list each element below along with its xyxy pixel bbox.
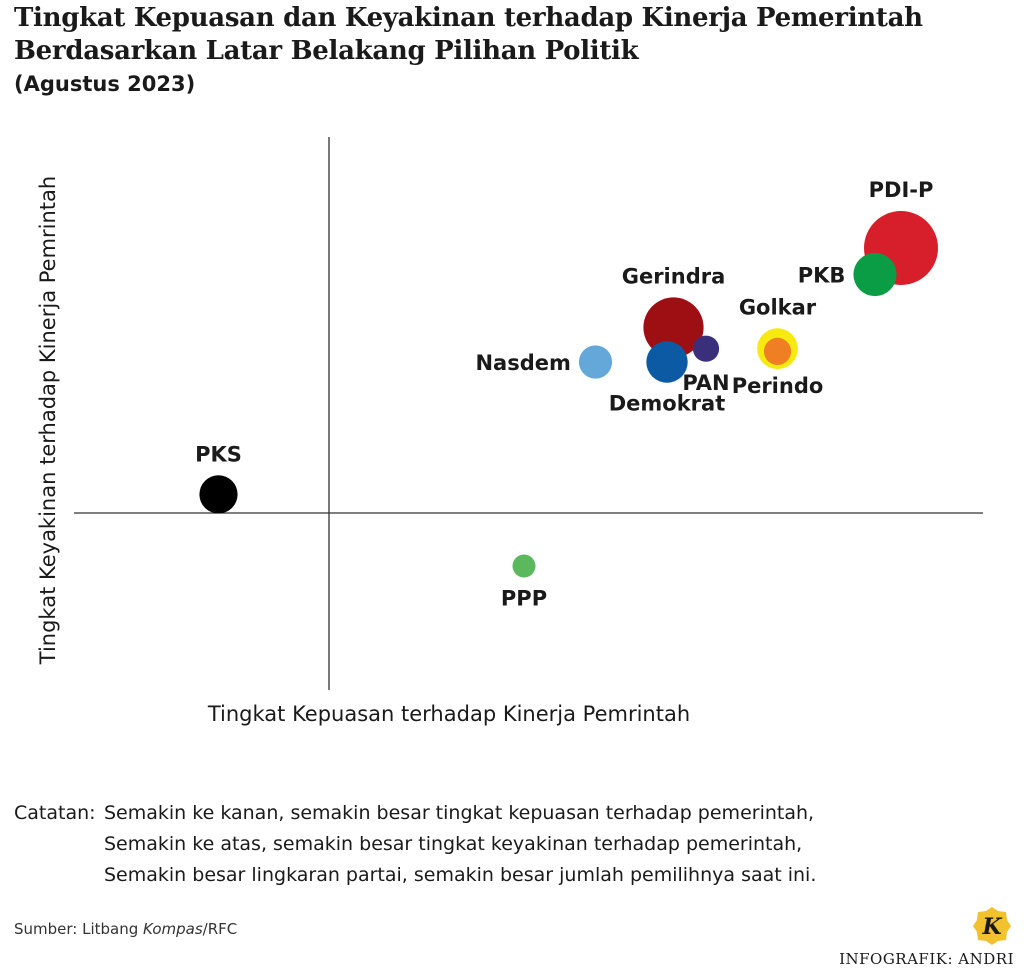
bubble-gerindra	[643, 297, 704, 358]
label-pan: PAN	[682, 371, 729, 395]
notes-row-1: Catatan: Semakin ke kanan, semakin besar…	[14, 798, 816, 829]
y-axis-title: Tingkat Keyakinan terhadap Kinerja Pemri…	[36, 176, 60, 665]
logo-letter: K	[981, 914, 1002, 940]
chart-title-line1: Tingkat Kepuasan dan Keyakinan terhadap …	[14, 3, 923, 33]
label-gerindra: Gerindra	[622, 264, 726, 288]
source-credit: Sumber: Litbang Kompas/RFC	[14, 920, 237, 938]
label-pks: PKS	[195, 442, 242, 466]
bubble-pks	[199, 475, 238, 514]
label-pdi-p: PDI-P	[869, 178, 934, 202]
bubble-demokrat	[646, 341, 688, 383]
bubble-ppp	[512, 554, 536, 578]
notes-line-2: Semakin ke atas, semakin besar tingkat k…	[104, 833, 803, 855]
label-pkb: PKB	[798, 264, 846, 288]
x-axis-title: Tingkat Kepuasan terhadap Kinerja Pemrin…	[207, 702, 690, 726]
bubble-nasdem	[578, 345, 613, 379]
chart-title: Tingkat Kepuasan dan Keyakinan terhadap …	[14, 2, 923, 68]
bubble-pan	[692, 335, 720, 362]
notes-line-1: Semakin ke kanan, semakin besar tingkat …	[104, 802, 815, 824]
notes-label: Catatan:	[14, 802, 96, 824]
chart-notes: Catatan: Semakin ke kanan, semakin besar…	[14, 798, 816, 891]
label-golkar: Golkar	[739, 295, 817, 319]
chart-title-line2: Berdasarkan Latar Belakang Pilihan Polit…	[14, 36, 639, 66]
label-perindo: Perindo	[732, 374, 824, 398]
source-prefix: Sumber: Litbang	[14, 920, 144, 938]
label-ppp: PPP	[501, 587, 547, 611]
source-suffix: /RFC	[202, 920, 238, 938]
infographic-credit: INFOGRAFIK: ANDRI	[839, 950, 1014, 968]
notes-row-3: Semakin besar lingkaran partai, semakin …	[14, 860, 816, 891]
label-demokrat: Demokrat	[609, 392, 726, 416]
bubble-perindo	[763, 337, 792, 365]
source-publication: Kompas	[143, 920, 203, 938]
notes-row-2: Semakin ke atas, semakin besar tingkat k…	[14, 829, 816, 860]
chart-subtitle: (Agustus 2023)	[14, 72, 196, 96]
bubble-pkb	[853, 252, 897, 297]
notes-line-3: Semakin besar lingkaran partai, semakin …	[104, 864, 817, 886]
kompas-logo-icon: K	[973, 907, 1011, 945]
label-nasdem: Nasdem	[475, 351, 570, 375]
